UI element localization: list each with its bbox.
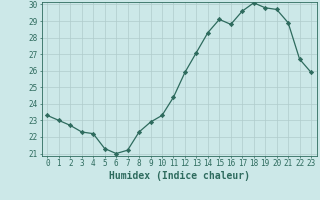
X-axis label: Humidex (Indice chaleur): Humidex (Indice chaleur) xyxy=(109,171,250,181)
